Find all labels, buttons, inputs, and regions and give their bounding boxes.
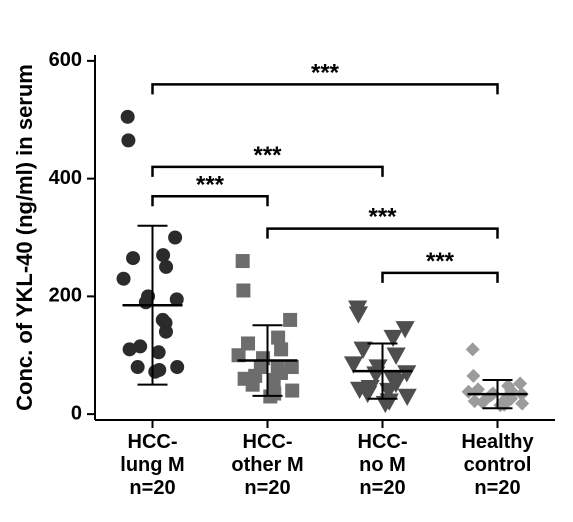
x-tick-label: n=20 xyxy=(129,477,175,499)
y-tick-label: 0 xyxy=(71,402,82,424)
x-tick-label: Healthy xyxy=(461,431,534,453)
x-tick-label: n=20 xyxy=(244,477,290,499)
data-point xyxy=(349,306,368,323)
data-point xyxy=(121,133,135,147)
data-point xyxy=(246,378,260,392)
significance-label: *** xyxy=(368,204,397,231)
data-point xyxy=(170,360,184,374)
x-tick-label: n=20 xyxy=(474,477,520,499)
data-point xyxy=(236,283,250,297)
data-point xyxy=(159,260,173,274)
x-tick-label: HCC- xyxy=(243,431,293,453)
significance-label: *** xyxy=(311,59,340,86)
x-tick-label: HCC- xyxy=(358,431,408,453)
significance-label: *** xyxy=(426,248,455,275)
significance-label: *** xyxy=(253,142,282,169)
y-axis-label: Conc. of YKL-40 (ng/ml) in serum xyxy=(12,64,37,411)
data-point xyxy=(117,272,131,286)
data-point xyxy=(152,345,166,359)
y-tick-label: 600 xyxy=(49,49,82,71)
y-tick-label: 400 xyxy=(49,167,82,189)
x-tick-label: no M xyxy=(359,454,406,476)
data-point xyxy=(274,342,288,356)
data-point xyxy=(466,369,480,383)
x-tick-label: HCC- xyxy=(128,431,178,453)
data-point xyxy=(398,389,417,406)
data-point xyxy=(466,342,480,356)
y-tick-label: 200 xyxy=(49,285,82,307)
data-point xyxy=(285,384,299,398)
data-point xyxy=(386,348,405,365)
data-point xyxy=(283,313,297,327)
data-point xyxy=(123,342,137,356)
data-point xyxy=(267,373,281,387)
data-point xyxy=(236,254,250,268)
data-point xyxy=(156,248,170,262)
significance-label: *** xyxy=(196,171,225,198)
x-tick-label: lung M xyxy=(120,454,184,476)
data-point xyxy=(159,325,173,339)
data-point xyxy=(126,251,140,265)
x-tick-label: control xyxy=(464,454,532,476)
data-point xyxy=(168,231,182,245)
data-point xyxy=(148,365,162,379)
data-point xyxy=(384,330,403,347)
data-point xyxy=(131,360,145,374)
chart-container: 0 200 400 600 Conc. of YKL-40 (ng/ml) in ser… xyxy=(0,0,573,522)
x-tick-label: other M xyxy=(231,454,303,476)
data-point xyxy=(121,110,135,124)
data-point xyxy=(139,295,153,309)
scatter-chart: 0 200 400 600 Conc. of YKL-40 (ng/ml) in ser… xyxy=(0,0,573,522)
x-tick-label: n=20 xyxy=(359,477,405,499)
